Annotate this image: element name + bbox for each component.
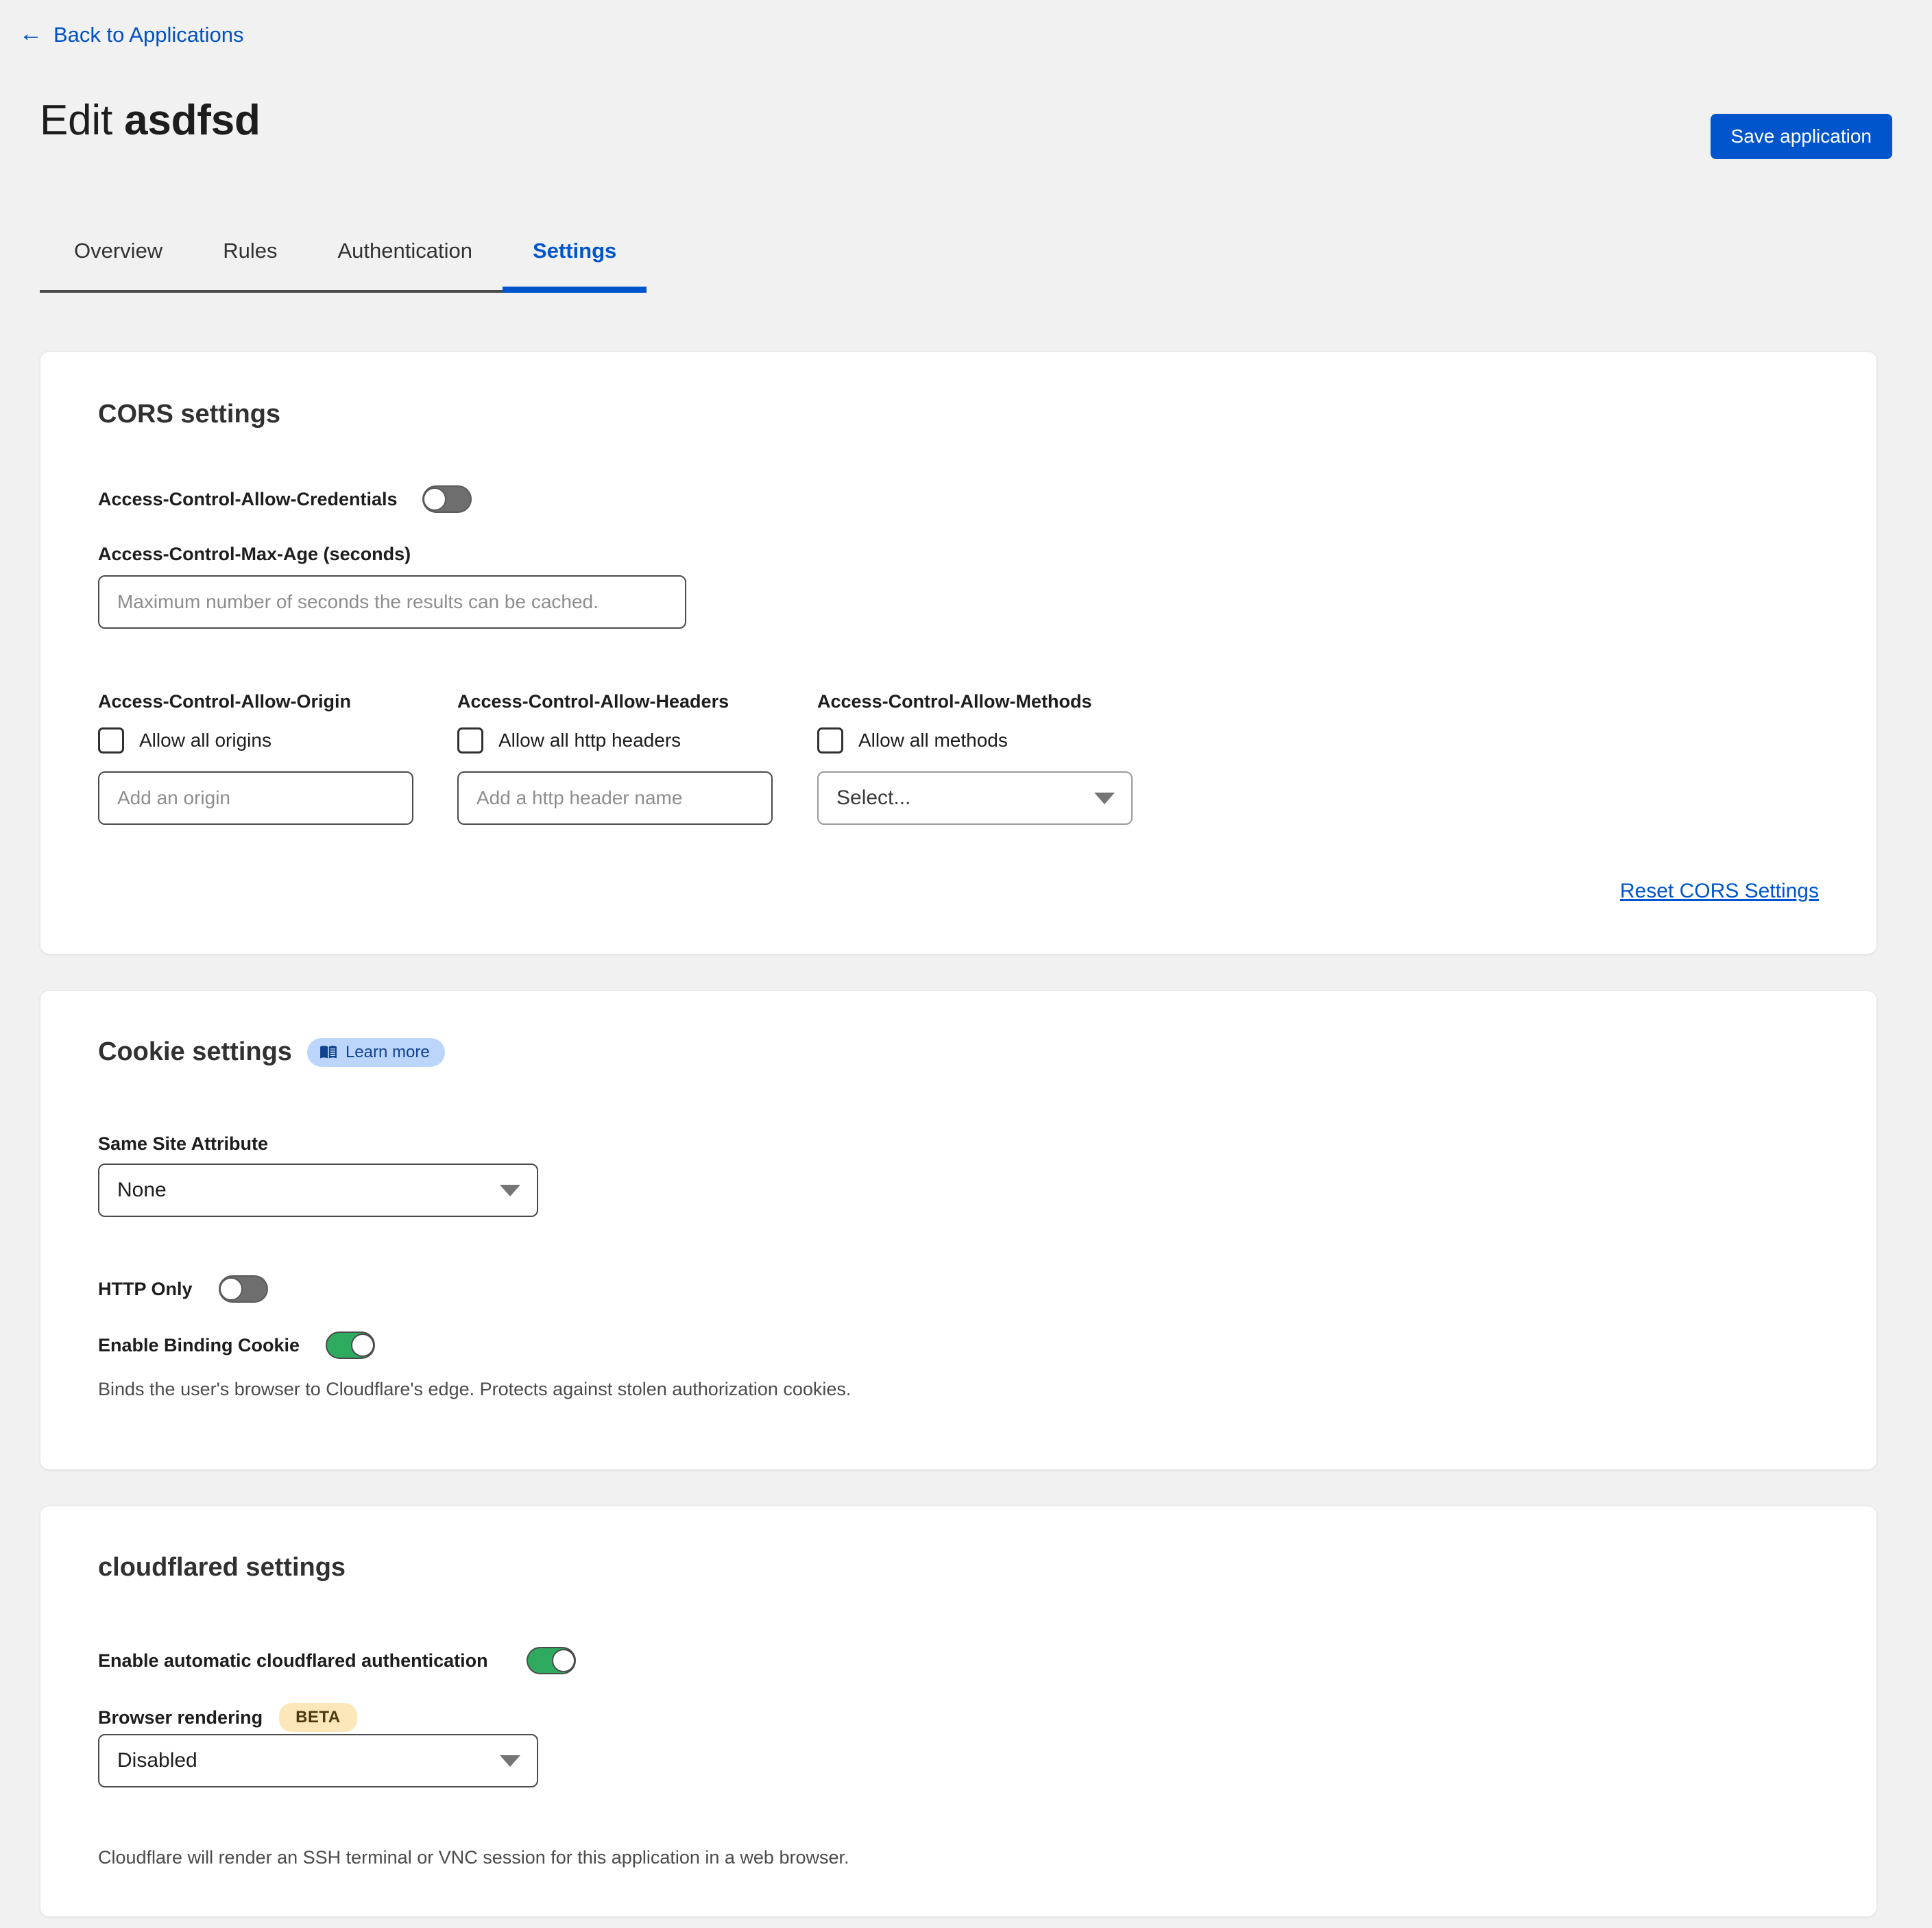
same-site-attribute-value: None (117, 1179, 167, 1201)
browser-rendering-select[interactable]: Disabled (98, 1734, 538, 1787)
learn-more-badge[interactable]: Learn more (306, 1037, 445, 1067)
http-only-row: HTTP Only (98, 1275, 268, 1303)
add-http-header-input[interactable] (457, 771, 773, 825)
page-title-prefix: Edit (40, 97, 125, 144)
save-application-button[interactable]: Save application (1710, 114, 1892, 159)
auto-cloudflared-auth-toggle[interactable] (526, 1647, 576, 1674)
tab-bar: Overview Rules Authentication Settings (40, 240, 647, 293)
same-site-attribute-label: Same Site Attribute (98, 1133, 269, 1154)
cookie-settings-title: Cookie settings (98, 1037, 292, 1066)
chevron-down-icon (500, 1184, 520, 1196)
cloudflared-settings-card: cloudflared settings Enable automatic cl… (40, 1506, 1877, 1917)
tab-authentication[interactable]: Authentication (307, 240, 503, 293)
http-only-toggle[interactable] (218, 1275, 268, 1303)
beta-badge: BETA (279, 1703, 357, 1732)
http-only-label: HTTP Only (98, 1278, 193, 1299)
cors-settings-title: CORS settings (98, 400, 281, 429)
tab-rules[interactable]: Rules (193, 240, 308, 293)
add-origin-input[interactable] (98, 771, 413, 825)
allow-all-http-headers-label: Allow all http headers (498, 730, 681, 751)
tab-overview[interactable]: Overview (40, 240, 193, 293)
browser-rendering-value: Disabled (117, 1749, 197, 1772)
back-link-label: Back to Applications (53, 22, 244, 47)
browser-rendering-row: Browser rendering BETA (98, 1703, 357, 1732)
max-age-input[interactable] (98, 575, 686, 629)
toggle-knob (351, 1334, 375, 1357)
page-title-appname: asdfsd (124, 97, 261, 144)
auto-cloudflared-auth-label: Enable automatic cloudflared authenticat… (98, 1650, 488, 1671)
allow-all-methods-checkbox[interactable] (817, 727, 843, 754)
allow-methods-select[interactable]: Select... (817, 771, 1133, 825)
cookie-settings-header: Cookie settings Learn more (98, 1037, 445, 1067)
allow-all-http-headers-checkbox[interactable] (457, 727, 483, 754)
back-to-applications-link[interactable]: ← Back to Applications (19, 21, 244, 47)
reset-cors-settings-link[interactable]: Reset CORS Settings (1619, 880, 1819, 902)
enable-binding-cookie-toggle[interactable] (326, 1331, 376, 1359)
browser-rendering-label: Browser rendering (98, 1707, 263, 1728)
allow-headers-column: Access-Control-Allow-Headers Allow all h… (457, 691, 773, 825)
toggle-knob (219, 1277, 243, 1301)
auto-cloudflared-auth-row: Enable automatic cloudflared authenticat… (98, 1647, 576, 1674)
allow-credentials-toggle[interactable] (422, 485, 472, 513)
allow-methods-label: Access-Control-Allow-Methods (817, 691, 1092, 712)
cors-settings-card: CORS settings Access-Control-Allow-Crede… (40, 351, 1877, 954)
learn-more-label: Learn more (345, 1042, 430, 1061)
arrow-left-icon: ← (19, 21, 43, 47)
toggle-knob (551, 1649, 575, 1672)
allow-all-headers-row[interactable]: Allow all http headers (457, 727, 773, 754)
toggle-knob (422, 487, 446, 511)
allow-all-origins-checkbox[interactable] (98, 727, 124, 754)
enable-binding-cookie-label: Enable Binding Cookie (98, 1334, 300, 1355)
allow-credentials-label: Access-Control-Allow-Credentials (98, 488, 398, 509)
allow-origin-label: Access-Control-Allow-Origin (98, 691, 352, 712)
page-title: Edit asdfsd (40, 96, 261, 145)
page-header: Edit asdfsd (0, 96, 1932, 171)
max-age-label: Access-Control-Max-Age (seconds) (98, 544, 411, 564)
allow-credentials-row: Access-Control-Allow-Credentials (98, 485, 472, 513)
allow-origin-column: Access-Control-Allow-Origin Allow all or… (98, 691, 413, 825)
chevron-down-icon (1094, 792, 1115, 804)
cookie-settings-card: Cookie settings Learn more Same Site Att… (40, 990, 1877, 1470)
cloudflared-settings-title: cloudflared settings (98, 1553, 346, 1582)
book-icon (320, 1045, 337, 1058)
allow-all-origins-label: Allow all origins (139, 730, 271, 751)
enable-binding-cookie-row: Enable Binding Cookie (98, 1331, 376, 1359)
browser-rendering-description: Cloudflare will render an SSH terminal o… (98, 1847, 849, 1868)
enable-binding-cookie-description: Binds the user's browser to Cloudflare's… (98, 1379, 852, 1399)
allow-all-methods-label: Allow all methods (858, 730, 1008, 751)
tab-settings[interactable]: Settings (502, 240, 647, 293)
same-site-attribute-select[interactable]: None (98, 1164, 538, 1217)
chevron-down-icon (500, 1755, 520, 1767)
allow-all-origins-row[interactable]: Allow all origins (98, 727, 413, 754)
allow-methods-select-value: Select... (836, 786, 911, 809)
allow-all-methods-row[interactable]: Allow all methods (817, 727, 1133, 754)
allow-headers-label: Access-Control-Allow-Headers (457, 691, 729, 712)
allow-methods-column: Access-Control-Allow-Methods Allow all m… (817, 691, 1133, 825)
